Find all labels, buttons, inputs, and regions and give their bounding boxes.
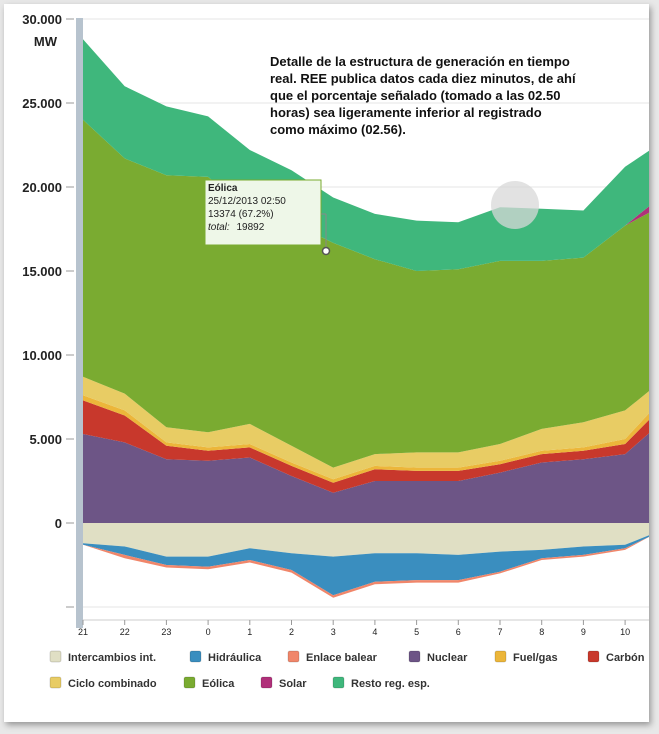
- legend-item-solar[interactable]: Solar: [260, 676, 307, 690]
- y-tick-label: 20.000: [22, 180, 62, 195]
- y-unit-label: MW: [34, 34, 58, 49]
- legend-label: Enlace balear: [306, 652, 378, 664]
- legend-item-fuel-gas[interactable]: Fuel/gas: [494, 650, 558, 664]
- tooltip-total: total: 19892: [208, 222, 265, 233]
- x-tick-label: 23: [161, 627, 171, 637]
- tooltip-value: 13374 (67.2%): [208, 209, 274, 220]
- y-tick-label: 15.000: [22, 264, 62, 279]
- chart-frame: 30.000 25.000 20.000 15.000 10.000 5.000 0 MW …: [4, 4, 649, 722]
- tooltip-box: [204, 179, 322, 246]
- x-tick-label: 10: [620, 627, 630, 637]
- area-hidr-ulica[interactable]: [83, 535, 649, 596]
- y-tick-label: 25.000: [22, 96, 62, 111]
- legend-item-nuclear[interactable]: Nuclear: [408, 650, 468, 664]
- legend-label: Hidráulica: [208, 652, 262, 664]
- x-tick-label: 0: [206, 627, 211, 637]
- area-intercambios-int-[interactable]: [83, 523, 649, 557]
- y-tick-label: 0: [55, 516, 62, 531]
- area-nuclear[interactable]: [83, 432, 649, 523]
- legend-swatch: [408, 650, 421, 663]
- legend-item-carb-n[interactable]: Carbón: [587, 650, 645, 664]
- legend-swatch: [189, 650, 202, 663]
- tooltip-total-label: total:: [208, 222, 230, 233]
- x-tick-label: 4: [372, 627, 377, 637]
- legend-label: Fuel/gas: [513, 652, 558, 664]
- legend-swatch: [49, 650, 62, 663]
- legend-label: Ciclo combinado: [68, 678, 157, 690]
- x-tick-label: 6: [456, 627, 461, 637]
- legend-item-resto-reg-esp-[interactable]: Resto reg. esp.: [332, 676, 430, 690]
- tooltip-datetime: 25/12/2013 02:50: [208, 196, 286, 207]
- tooltip-point-marker[interactable]: [321, 246, 331, 256]
- area-enlace-balear[interactable]: [83, 536, 649, 598]
- legend-item-intercambios-int-[interactable]: Intercambios int.: [49, 650, 156, 664]
- y-tick-label: 10.000: [22, 348, 62, 363]
- legend-swatch: [260, 676, 273, 689]
- x-tick-label: 1: [247, 627, 252, 637]
- tooltip: Eólica 25/12/2013 02:50 13374 (67.2%) to…: [204, 179, 331, 256]
- y-tick-label: 5.000: [29, 432, 62, 447]
- legend-swatch: [287, 650, 300, 663]
- area-carb-n[interactable]: [83, 400, 649, 493]
- tooltip-series: Eólica: [208, 183, 238, 194]
- x-tick-label: 5: [414, 627, 419, 637]
- annotation-text: Detalle de la estructura de generación e…: [270, 54, 576, 137]
- legend-item-e-lica[interactable]: Eólica: [183, 676, 235, 690]
- legend-swatch: [183, 676, 196, 689]
- tooltip-total-value: 19892: [236, 222, 264, 233]
- x-tick-label: 9: [581, 627, 586, 637]
- legend-swatch: [494, 650, 507, 663]
- x-tick-label: 7: [497, 627, 502, 637]
- legend-label: Intercambios int.: [68, 652, 156, 664]
- legend-item-enlace-balear[interactable]: Enlace balear: [287, 650, 378, 664]
- legend-label: Carbón: [606, 652, 645, 664]
- legend-swatch: [587, 650, 600, 663]
- x-tick-label: 3: [331, 627, 336, 637]
- area-fuel-gas[interactable]: [83, 395, 649, 483]
- legend-swatch: [49, 676, 62, 689]
- legend-swatch: [332, 676, 345, 689]
- legend-label: Resto reg. esp.: [351, 678, 430, 690]
- y-tick-label: 30.000: [22, 12, 62, 27]
- legend-label: Solar: [279, 678, 307, 690]
- legend-item-ciclo-combinado[interactable]: Ciclo combinado: [49, 676, 157, 690]
- x-tick-label: 22: [120, 627, 130, 637]
- legend-label: Eólica: [202, 678, 235, 690]
- x-tick-label: 21: [78, 627, 88, 637]
- legend-label: Nuclear: [427, 652, 468, 664]
- x-tick-label: 8: [539, 627, 544, 637]
- area-ciclo-combinado[interactable]: [83, 376, 649, 480]
- legend-item-hidr-ulica[interactable]: Hidráulica: [189, 650, 262, 664]
- x-tick-label: 2: [289, 627, 294, 637]
- hover-halo: [491, 181, 539, 229]
- y-axis-scroll-strip[interactable]: [76, 18, 83, 628]
